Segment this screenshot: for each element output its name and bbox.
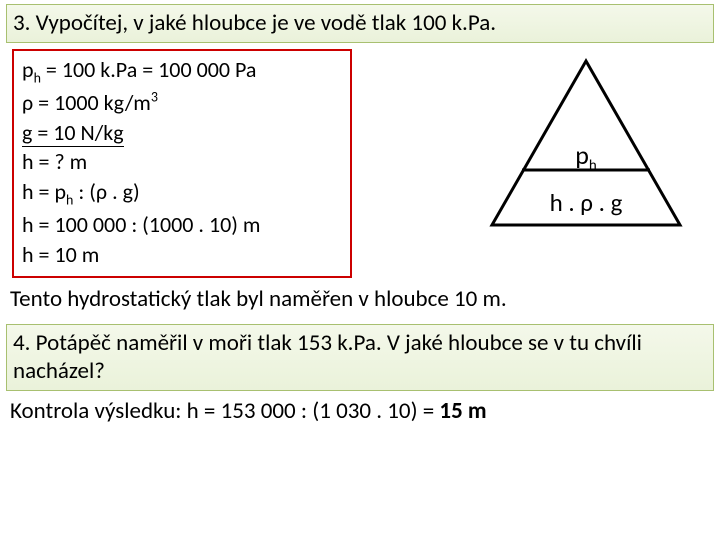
calc-l1-pre: p <box>22 56 34 83</box>
tri-top-sub: h <box>589 157 597 175</box>
question-4-box: 4. Potápěč naměřil v moři tlak 153 k.Pa.… <box>6 324 714 392</box>
calc-line-3: g = 10 N/kg <box>22 118 342 148</box>
work-area: ph = 100 k.Pa = 100 000 Pa ρ = 1000 kg/m… <box>6 49 714 277</box>
calc-l1-rest: = 100 k.Pa = 100 000 Pa <box>41 56 257 83</box>
calc-line-2: ρ = 1000 kg/m3 <box>22 88 342 118</box>
verify-result: 15 m <box>439 397 486 425</box>
calc-l1-sub: h <box>34 69 41 86</box>
formula-triangle: ph h . ρ . g <box>486 55 686 230</box>
question-3-box: 3. Vypočítej, v jaké hloubce je ve vodě … <box>6 4 714 43</box>
verify-pre: Kontrola výsledku: h = 153 000 : (1 030 … <box>10 397 439 425</box>
calc-line-5: h = ph : (ρ . g) <box>22 177 342 210</box>
calc-line-1: ph = 100 k.Pa = 100 000 Pa <box>22 55 342 88</box>
calc-l5-rest: : (ρ . g) <box>73 178 139 205</box>
calc-line-4: h = ? m <box>22 147 342 177</box>
calc-line-7: h = 10 m <box>22 240 342 270</box>
verification-line: Kontrola výsledku: h = 153 000 : (1 030 … <box>10 397 710 425</box>
question-3-text: 3. Vypočítej, v jaké hloubce je ve vodě … <box>13 9 496 37</box>
triangle-top-label: ph <box>486 139 686 175</box>
calc-l2-sup: 3 <box>151 89 158 106</box>
calc-line-6: h = 100 000 : (1000 . 10) m <box>22 210 342 240</box>
triangle-bottom-label: h . ρ . g <box>486 187 686 218</box>
tri-top-pre: p <box>575 139 589 171</box>
answer-3-text: Tento hydrostatický tlak byl naměřen v h… <box>10 285 710 314</box>
calc-l3: g = 10 N/kg <box>22 119 124 147</box>
calculation-box: ph = 100 k.Pa = 100 000 Pa ρ = 1000 kg/m… <box>12 49 352 278</box>
calc-l5-pre: h = p <box>22 178 66 205</box>
question-4-text: 4. Potápěč naměřil v moři tlak 153 k.Pa.… <box>13 329 642 386</box>
calc-l2-pre: ρ = 1000 kg/m <box>22 89 151 116</box>
